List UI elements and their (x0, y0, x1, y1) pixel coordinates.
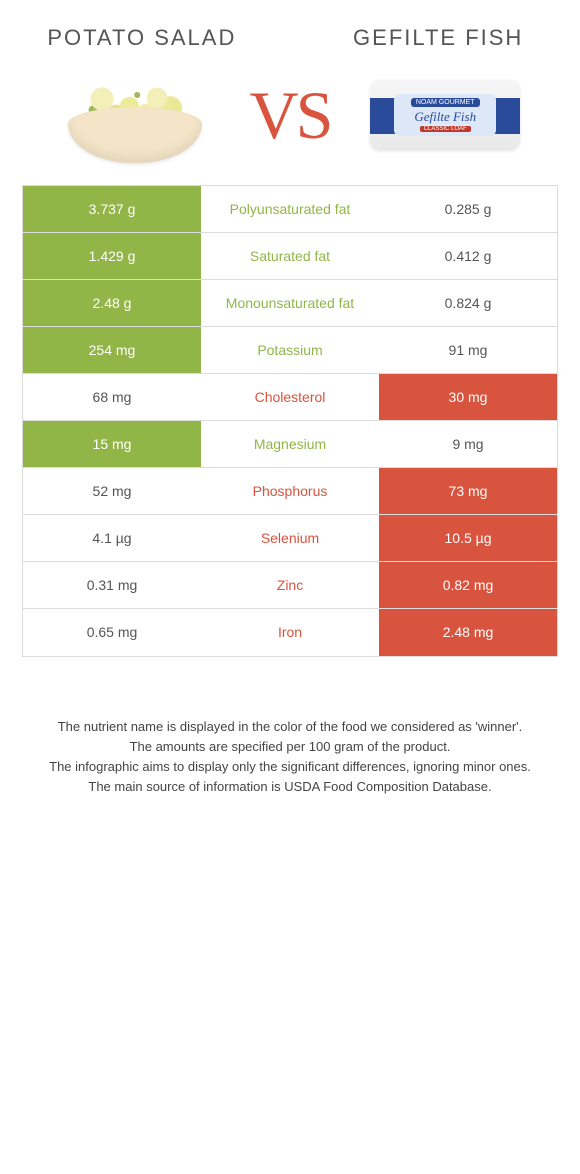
footer-line: The infographic aims to display only the… (36, 757, 544, 777)
food2-value: 91 mg (379, 327, 557, 373)
vs-label: VS (234, 76, 347, 155)
food2-value: 10.5 µg (379, 515, 557, 561)
nutrient-name: Magnesium (201, 421, 379, 467)
food2-value: 0.285 g (379, 186, 557, 232)
package-product: Gefilte Fish (414, 109, 476, 125)
comparison-table: 3.737 gPolyunsaturated fat0.285 g1.429 g… (22, 185, 558, 657)
food2-value: 73 mg (379, 468, 557, 514)
package-brand: NOAM GOURMET (411, 98, 480, 107)
table-row: 0.31 mgZinc0.82 mg (23, 562, 557, 609)
hero-row: VS NOAM GOURMET Gefilte Fish CLASSIC LOA… (0, 62, 580, 185)
footer-notes: The nutrient name is displayed in the co… (0, 677, 580, 838)
food2-value: 2.48 mg (379, 609, 557, 656)
food2-value: 9 mg (379, 421, 557, 467)
nutrient-name: Cholesterol (201, 374, 379, 420)
footer-line: The amounts are specified per 100 gram o… (36, 737, 544, 757)
food1-value: 2.48 g (23, 280, 201, 326)
food1-value: 3.737 g (23, 186, 201, 232)
nutrient-name: Potassium (201, 327, 379, 373)
food1-image (36, 68, 234, 163)
gefilte-fish-icon: NOAM GOURMET Gefilte Fish CLASSIC LOAF (370, 80, 520, 150)
table-row: 15 mgMagnesium9 mg (23, 421, 557, 468)
header: Potato salad Gefilte fish (0, 0, 580, 62)
package-subtitle: CLASSIC LOAF (420, 126, 471, 132)
footer-line: The main source of information is USDA F… (36, 777, 544, 797)
footer-line: The nutrient name is displayed in the co… (36, 717, 544, 737)
nutrient-name: Polyunsaturated fat (201, 186, 379, 232)
food1-value: 254 mg (23, 327, 201, 373)
table-row: 4.1 µgSelenium10.5 µg (23, 515, 557, 562)
food1-value: 4.1 µg (23, 515, 201, 561)
food2-value: 30 mg (379, 374, 557, 420)
table-row: 3.737 gPolyunsaturated fat0.285 g (23, 186, 557, 233)
table-row: 1.429 gSaturated fat0.412 g (23, 233, 557, 280)
table-row: 2.48 gMonounsaturated fat0.824 g (23, 280, 557, 327)
nutrient-name: Saturated fat (201, 233, 379, 279)
food2-value: 0.82 mg (379, 562, 557, 608)
potato-salad-icon (60, 68, 210, 163)
table-row: 68 mgCholesterol30 mg (23, 374, 557, 421)
food2-value: 0.412 g (379, 233, 557, 279)
table-row: 0.65 mgIron2.48 mg (23, 609, 557, 656)
food1-value: 15 mg (23, 421, 201, 467)
nutrient-name: Iron (201, 609, 379, 656)
food2-title: Gefilte fish (332, 24, 544, 52)
food1-value: 0.31 mg (23, 562, 201, 608)
food1-value: 1.429 g (23, 233, 201, 279)
nutrient-name: Monounsaturated fat (201, 280, 379, 326)
food1-value: 52 mg (23, 468, 201, 514)
infographic-container: Potato salad Gefilte fish VS NOAM GOURME… (0, 0, 580, 837)
food1-title: Potato salad (36, 24, 248, 52)
table-row: 254 mgPotassium91 mg (23, 327, 557, 374)
food1-value: 0.65 mg (23, 609, 201, 656)
table-row: 52 mgPhosphorus73 mg (23, 468, 557, 515)
nutrient-name: Selenium (201, 515, 379, 561)
food2-image: NOAM GOURMET Gefilte Fish CLASSIC LOAF (346, 80, 544, 150)
nutrient-name: Zinc (201, 562, 379, 608)
food1-value: 68 mg (23, 374, 201, 420)
nutrient-name: Phosphorus (201, 468, 379, 514)
food2-value: 0.824 g (379, 280, 557, 326)
